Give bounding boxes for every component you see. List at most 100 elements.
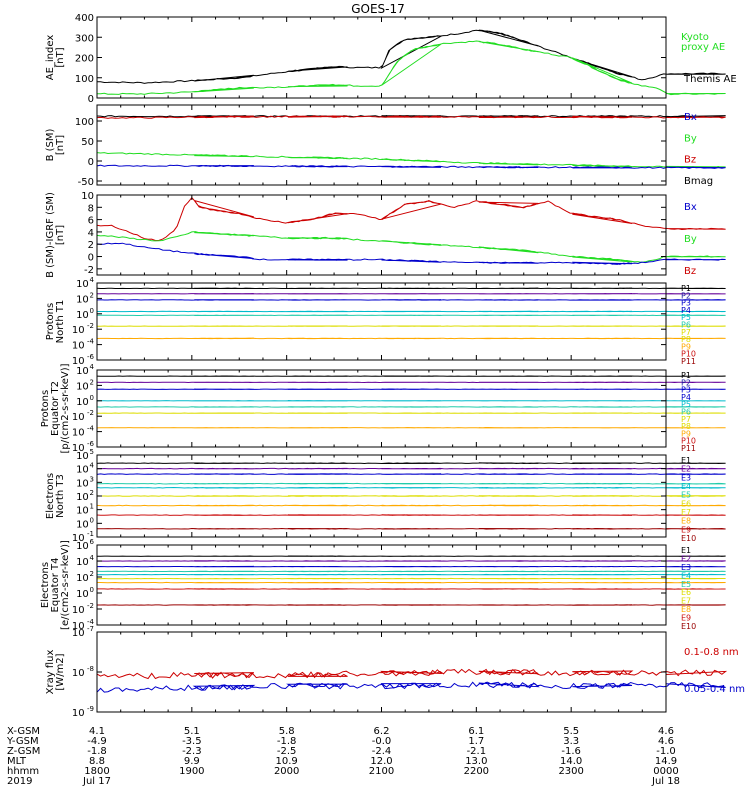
footer-value: 6.1: [468, 726, 484, 737]
y-tick-label: 10: [72, 708, 85, 719]
footer-value: -2.5: [277, 746, 297, 757]
legend-kyoto: Kyoto: [681, 32, 709, 43]
legend-bx: Bx: [684, 112, 697, 123]
legend-0-05-0-4-nm: 0.05-0.4 nm: [684, 684, 745, 695]
y-axis-label: Electrons: [40, 562, 51, 608]
footer-row-label: 2019: [7, 776, 32, 787]
y-axis-label: AE_index: [45, 35, 56, 81]
y-tick-label: 10: [72, 628, 85, 639]
legend-e7: E7: [681, 597, 691, 606]
y-tick-label: 300: [75, 33, 94, 44]
footer-row-label: Z-GSM: [7, 746, 40, 757]
legend-p8: P8: [681, 422, 691, 431]
y-tick-label: 10: [72, 443, 85, 454]
y-tick-label: 400: [75, 13, 94, 24]
panel-frame: [96, 282, 667, 361]
legend-e5: E5: [681, 580, 691, 589]
series-by-line: [96, 231, 726, 263]
footer-value: 4.6: [658, 736, 674, 747]
footer-value: 14.0: [560, 756, 582, 767]
series-e3-line: [96, 473, 726, 475]
legend-p4: P4: [681, 393, 691, 402]
series-e6-line: [96, 495, 726, 497]
y-tick-label: 10: [76, 294, 89, 305]
y-tick-label: 200: [75, 54, 94, 65]
y-axis-label: North T3: [55, 474, 66, 518]
y-tick-label: 2: [88, 240, 94, 251]
legend-p2: P2: [681, 291, 691, 300]
series-bx-line: [96, 242, 726, 265]
legend-bx: Bx: [684, 202, 697, 213]
footer-value: -1.8: [87, 746, 107, 757]
footer-value: 5.1: [184, 726, 200, 737]
y-axis-label: Xray flux: [45, 650, 56, 695]
footer-value: -1.0: [656, 746, 676, 757]
y-tick-exponent: 5: [90, 448, 94, 456]
series-bz-line: [96, 196, 726, 242]
y-tick-exponent: -6: [87, 440, 95, 448]
footer-value: 1.7: [468, 736, 484, 747]
y-tick-exponent: -9: [87, 705, 94, 713]
chart-title: GOES-17: [351, 2, 405, 16]
footer-value: -0.0: [372, 736, 392, 747]
footer-row-label: hhmm: [7, 766, 39, 777]
footer-value: 5.5: [563, 726, 579, 737]
panel-frame: [96, 16, 667, 99]
y-tick-label: 10: [76, 451, 89, 462]
footer-value: 2100: [369, 766, 394, 777]
y-tick-exponent: 0: [90, 586, 94, 594]
footer-value: -2.3: [182, 746, 202, 757]
legend-p5: P5: [681, 313, 691, 322]
y-tick-exponent: -4: [87, 425, 95, 433]
legend-0-1-0-8-nm: 0.1-0.8 nm: [684, 647, 739, 658]
y-tick-exponent: -1: [87, 530, 94, 538]
y-tick-label: 6: [88, 216, 94, 227]
footer-value: 3.3: [563, 736, 579, 747]
legend-p10: P10: [681, 437, 696, 446]
legend-e1: E1: [681, 456, 691, 465]
y-axis-label: [nT]: [55, 225, 66, 245]
y-tick-label: 10: [72, 412, 85, 423]
y-axis-label: [nT]: [55, 135, 66, 155]
footer-value: 12.0: [370, 756, 392, 767]
legend-by: By: [684, 133, 697, 144]
legend-proxy-ae: proxy AE: [681, 42, 725, 53]
legend-p8: P8: [681, 335, 691, 344]
y-tick-label: 10: [72, 668, 85, 679]
y-axis-label: Protons: [45, 303, 56, 340]
y-tick-label: 10: [76, 573, 89, 584]
y-tick-label: 10: [76, 492, 89, 503]
footer-value: 9.9: [184, 756, 200, 767]
y-tick-label: 10: [72, 533, 85, 544]
legend-p6: P6: [681, 408, 691, 417]
y-tick-label: 10: [76, 465, 89, 476]
y-tick-exponent: 0: [90, 307, 94, 315]
footer-row-label: Y-GSM: [6, 736, 39, 747]
legend-e3: E3: [681, 563, 691, 572]
series-themis-ae-line: [97, 29, 726, 84]
y-tick-label: 10: [81, 191, 94, 202]
y-axis-label: [e/(cm2-s-sr-keV)]: [60, 540, 71, 630]
legend-themis-ae: Themis AE: [683, 74, 737, 85]
y-tick-label: 10: [72, 621, 85, 632]
y-tick-exponent: 4: [90, 462, 95, 470]
y-tick-label: 10: [72, 356, 85, 367]
legend-p10: P10: [681, 350, 696, 359]
series-0-05-0-4-nm-line: [96, 681, 726, 693]
series-e1-line: [96, 462, 726, 465]
y-tick-label: 0: [88, 157, 94, 168]
series-bz-line: [96, 115, 726, 119]
footer-value: 2200: [464, 766, 489, 777]
legend-e2: E2: [681, 465, 691, 474]
y-tick-exponent: 4: [90, 554, 95, 562]
y-tick-label: 10: [76, 589, 89, 600]
footer-value: 5.8: [279, 726, 295, 737]
y-axis-label: [p/(cm2-s-sr-keV)]: [60, 363, 71, 453]
y-tick-label: 10: [76, 366, 89, 377]
legend-p1: P1: [681, 284, 691, 293]
footer-row-label: X-GSM: [7, 726, 40, 737]
